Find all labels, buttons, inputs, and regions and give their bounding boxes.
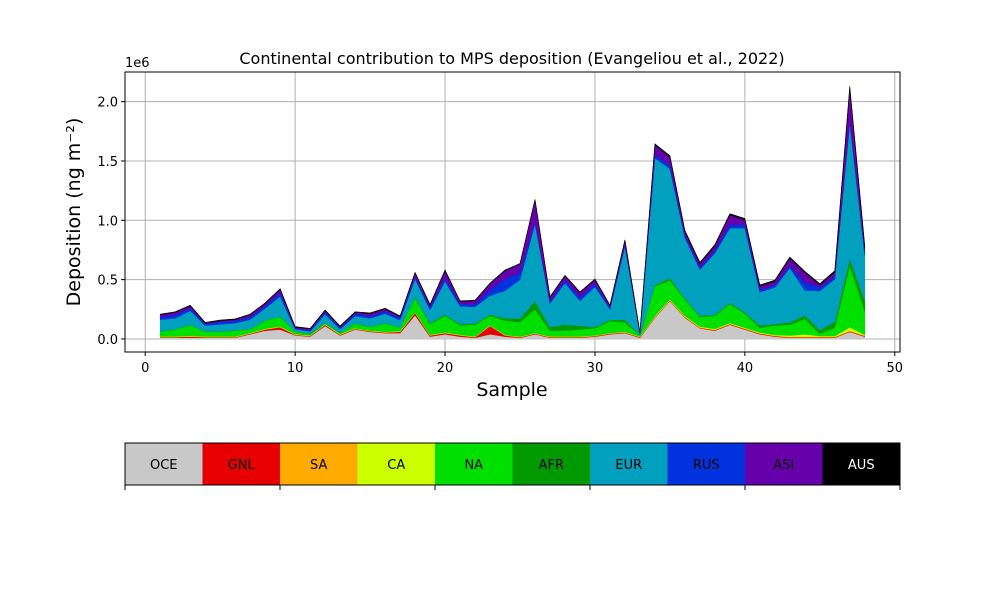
stacked-areas [159, 86, 866, 340]
colorbar-label-eur: EUR [615, 458, 642, 473]
y-ticks: 0.0 0.5 1.0 1.5 2.0 [97, 96, 125, 348]
colorbar-swatch-eur [590, 443, 668, 485]
y-tick-label: 1.0 [97, 214, 118, 229]
colorbar-label-aus: AUS [848, 458, 875, 473]
chart-title: Continental contribution to MPS depositi… [239, 49, 784, 68]
plot-border [124, 71, 901, 353]
y-tick-label: 0.5 [97, 274, 118, 289]
colorbar-label-afr: AFR [539, 458, 564, 473]
x-tick-label: 20 [437, 361, 454, 376]
colorbar-label-rus: RUS [693, 458, 720, 473]
y-axis-label: Deposition (ng m⁻²) [63, 118, 85, 307]
x-axis-label: Sample [476, 379, 547, 401]
x-tick-label: 0 [141, 361, 149, 376]
colorbar-swatch-ca [357, 443, 435, 485]
colorbar-swatch-oce [125, 443, 203, 485]
x-tick-label: 50 [886, 361, 903, 376]
colorbar-swatch-afr [512, 443, 590, 485]
colorbar-label-oce: OCE [150, 458, 178, 473]
colorbar-swatch-gnl [202, 443, 280, 485]
colorbar-swatch-asi [745, 443, 823, 485]
y-tick-label: 1.5 [97, 155, 118, 170]
colorbar-swatch-aus [822, 443, 900, 485]
colorbar-legend: OCE GNL SA CA NA AFR EUR RUS ASI AUS [124, 442, 901, 490]
colorbar-swatch-na [435, 443, 513, 485]
y-tick-label: 2.0 [97, 96, 118, 111]
colorbar-swatch-sa [280, 443, 358, 485]
x-ticks: 0 10 20 30 40 50 [141, 352, 903, 376]
colorbar-label-sa: SA [310, 458, 327, 473]
x-tick-label: 10 [287, 361, 304, 376]
area-series-aus [159, 86, 866, 333]
colorbar-border [124, 442, 901, 486]
y-tick-label: 0.0 [97, 333, 118, 348]
colorbar-swatch-rus [667, 443, 745, 485]
colorbar-label-na: NA [464, 458, 483, 473]
colorbar-label-asi: ASI [773, 458, 794, 473]
colorbar-label-ca: CA [387, 458, 405, 473]
x-tick-label: 40 [737, 361, 754, 376]
colorbar-label-gnl: GNL [228, 458, 256, 473]
x-tick-label: 30 [587, 361, 604, 376]
y-offset-text: 1e6 [125, 56, 150, 71]
